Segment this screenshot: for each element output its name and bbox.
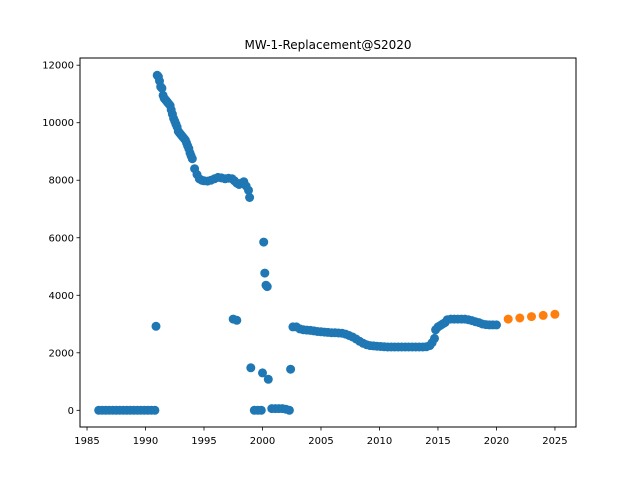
x-tick-label: 1985 — [74, 436, 99, 447]
x-tick-label: 2000 — [250, 436, 275, 447]
data-point-s0-87 — [284, 405, 294, 415]
x-axis: 1985 1990 1995 2000 2005 2010 2015 2020 2025 — [74, 427, 568, 447]
y-tick-label: 12000 — [42, 61, 74, 72]
data-point-s0-78 — [260, 268, 270, 278]
y-tick-label: 8000 — [49, 176, 74, 187]
plot-frame — [79, 57, 577, 428]
data-point-s0-48 — [187, 154, 197, 164]
data-point-s0-71 — [232, 315, 242, 325]
data-point-s0-77 — [259, 237, 269, 247]
data-point-s0-17 — [151, 321, 161, 331]
data-point-s0-150 — [492, 320, 501, 330]
x-tick-label: 2010 — [367, 436, 392, 447]
data-point-s0-88 — [286, 364, 296, 374]
x-tick-label: 2025 — [542, 436, 567, 447]
x-tick-label: 2015 — [425, 436, 450, 447]
data-point-s1-1 — [515, 313, 525, 323]
data-point-s0-22 — [157, 83, 167, 93]
data-point-s1-3 — [538, 310, 548, 320]
y-tick-label: 2000 — [49, 348, 74, 359]
x-tick-label: 1995 — [191, 436, 216, 447]
data-point-s0-81 — [263, 374, 273, 384]
y-tick-label: 4000 — [49, 291, 74, 302]
data-point-s1-0 — [503, 314, 513, 324]
y-tick-label: 6000 — [49, 233, 74, 244]
data-point-s0-130 — [430, 333, 439, 343]
data-point-s1-4 — [550, 309, 560, 319]
y-axis: 0 2000 4000 6000 8000 10000 12000 — [42, 61, 80, 417]
data-point-s0-69 — [245, 193, 255, 202]
data-point-s0-80 — [262, 282, 272, 292]
chart-title: MW-1-Replacement@S2020 — [244, 38, 411, 52]
data-point-s0-16 — [150, 405, 160, 415]
data-point-s1-2 — [527, 312, 536, 322]
y-tick-label: 10000 — [42, 118, 74, 129]
data-point-s0-76 — [258, 368, 267, 378]
y-tick-label: 0 — [68, 406, 74, 417]
x-tick-label: 1990 — [133, 436, 158, 447]
x-tick-label: 2020 — [484, 436, 509, 447]
data-point-s0-68 — [244, 185, 253, 195]
x-tick-label: 2005 — [308, 436, 333, 447]
data-point-s0-75 — [256, 405, 266, 415]
data-point-s0-72 — [246, 363, 256, 373]
data-points — [94, 70, 560, 415]
